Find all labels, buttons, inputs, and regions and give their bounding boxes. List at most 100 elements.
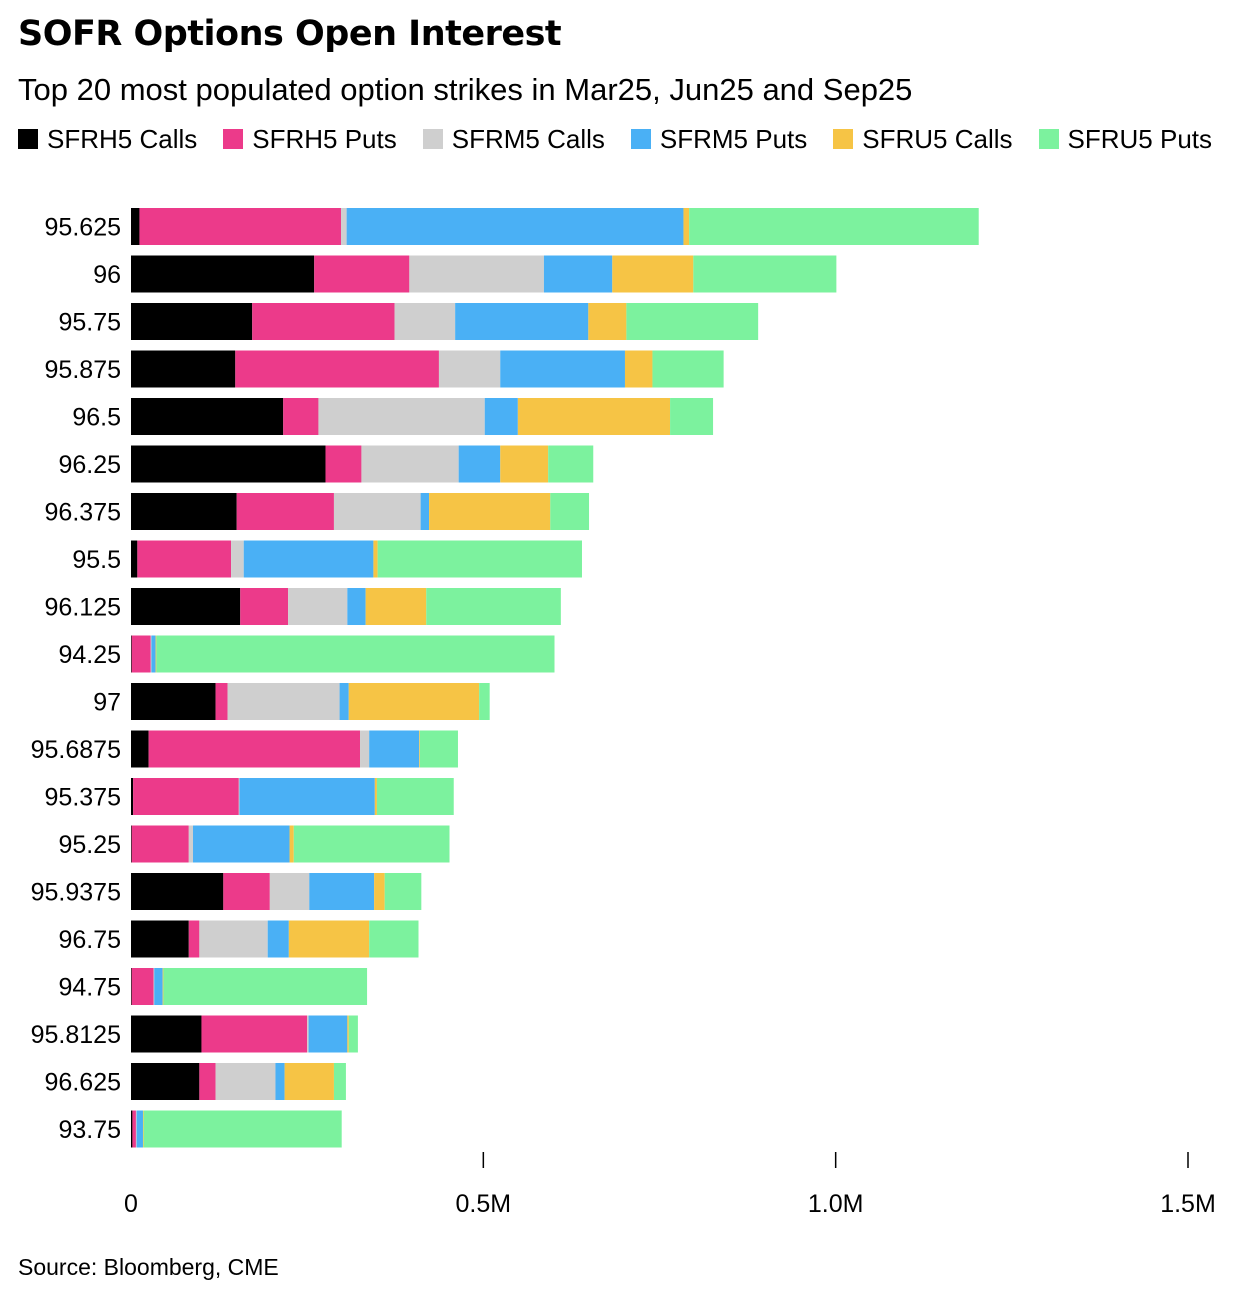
bar-segment bbox=[340, 208, 347, 245]
bar-segment bbox=[137, 540, 232, 578]
bar-segment bbox=[500, 445, 549, 483]
bar-segment bbox=[348, 683, 480, 720]
bar-segment bbox=[308, 1015, 348, 1053]
bar-segment bbox=[131, 873, 224, 910]
bar-segment bbox=[131, 730, 149, 768]
legend-label: SFRH5 Puts bbox=[252, 124, 397, 154]
category-label: 96.25 bbox=[58, 451, 121, 479]
category-label: 95.375 bbox=[45, 784, 121, 812]
bar-segment bbox=[550, 493, 590, 530]
bar-segment bbox=[131, 588, 241, 625]
bar-segment bbox=[223, 873, 270, 910]
legend-item: SFRH5 Calls bbox=[18, 124, 197, 154]
bar-segment bbox=[239, 778, 375, 815]
category-label: 96.5 bbox=[72, 404, 121, 432]
bar-segment bbox=[409, 255, 544, 293]
bar-segment bbox=[136, 1110, 143, 1148]
bar-segment bbox=[361, 445, 459, 483]
bar-segment bbox=[199, 1063, 216, 1100]
bar-segment bbox=[131, 255, 315, 293]
bar-segment bbox=[365, 588, 427, 625]
bar-segment bbox=[369, 730, 420, 768]
bar-segment bbox=[231, 540, 244, 578]
bar-segment bbox=[543, 255, 613, 293]
bar-segment bbox=[139, 208, 341, 245]
legend-item: SFRM5 Puts bbox=[630, 124, 808, 154]
bar-segment bbox=[318, 398, 485, 435]
bar-segment bbox=[188, 825, 194, 863]
bar-segment bbox=[243, 540, 374, 578]
legend: SFRH5 Calls SFRH5 Puts SFRM5 Calls SFRM5 Pu… bbox=[18, 124, 1218, 154]
chart-title: SOFR Options Open Interest bbox=[18, 14, 562, 54]
legend-swatch bbox=[422, 129, 443, 149]
bar-segment bbox=[235, 350, 439, 388]
bar-segment bbox=[188, 920, 200, 958]
bar-segment bbox=[500, 350, 625, 388]
legend-label: SFRM5 Calls bbox=[451, 124, 605, 154]
bar-segment bbox=[215, 683, 228, 720]
bar-segment bbox=[458, 445, 501, 483]
bar-segment bbox=[288, 588, 348, 625]
bar-segment bbox=[426, 588, 561, 625]
bar-segment bbox=[333, 1063, 346, 1100]
bar-segment bbox=[143, 1110, 342, 1148]
bar-segment bbox=[689, 208, 979, 245]
bar-segment bbox=[131, 968, 132, 1005]
bar-segment bbox=[325, 445, 362, 483]
category-label: 95.25 bbox=[58, 831, 121, 859]
bar-segment bbox=[153, 968, 155, 1005]
bar-segment bbox=[624, 350, 653, 388]
x-tick-label: 0 bbox=[124, 1190, 138, 1218]
legend-swatch bbox=[223, 129, 244, 149]
bar-segment bbox=[479, 683, 490, 720]
bar-segment bbox=[131, 540, 138, 578]
bar-segment bbox=[339, 683, 349, 720]
bar-segment bbox=[131, 920, 189, 958]
bar-segment bbox=[131, 683, 216, 720]
bar-segment bbox=[376, 778, 454, 815]
bar-segment bbox=[612, 255, 694, 293]
bar-segment bbox=[455, 303, 589, 340]
bar-segment bbox=[275, 1063, 285, 1100]
bar-segment bbox=[154, 968, 163, 1005]
bar-segment bbox=[162, 968, 164, 1005]
bar-segment bbox=[377, 540, 582, 578]
category-label: 95.625 bbox=[45, 214, 121, 242]
bar-segment bbox=[683, 208, 690, 245]
bar-segment bbox=[394, 303, 456, 340]
bar-segment bbox=[163, 968, 368, 1005]
bar-segment bbox=[309, 873, 375, 910]
bar-segment bbox=[151, 635, 156, 673]
bar-segment bbox=[131, 303, 253, 340]
bar-segment bbox=[373, 540, 378, 578]
bar-segment bbox=[199, 920, 268, 958]
legend-swatch bbox=[833, 129, 854, 149]
category-label: 96 bbox=[93, 261, 121, 289]
bar-segment bbox=[314, 255, 410, 293]
category-label: 95.875 bbox=[45, 356, 121, 384]
bar-segment bbox=[347, 588, 366, 625]
bar-segment bbox=[419, 730, 420, 768]
bar-segment bbox=[267, 920, 289, 958]
bar-segment bbox=[283, 398, 319, 435]
bar-segment bbox=[155, 635, 157, 673]
legend-item: SFRU5 Calls bbox=[833, 124, 1013, 154]
bar-segment bbox=[240, 588, 289, 625]
bar-segment bbox=[131, 1110, 133, 1148]
bar-segment bbox=[548, 445, 594, 483]
bar-segment bbox=[131, 825, 132, 863]
legend-label: SFRM5 Puts bbox=[659, 124, 808, 154]
category-label: 93.75 bbox=[58, 1116, 121, 1144]
bar-segment bbox=[374, 778, 377, 815]
category-label: 95.6875 bbox=[31, 736, 121, 764]
bar-segment bbox=[131, 968, 154, 1005]
bar-segment bbox=[131, 350, 236, 388]
bar-segment bbox=[293, 825, 450, 863]
bar-segment bbox=[131, 635, 151, 673]
bar-segment bbox=[517, 398, 671, 435]
x-tick-label: 1.5M bbox=[1160, 1190, 1216, 1218]
legend-swatch bbox=[1038, 129, 1059, 149]
bar-segment bbox=[131, 398, 284, 435]
bar-segment bbox=[333, 493, 421, 530]
bar-segment bbox=[135, 1110, 137, 1148]
